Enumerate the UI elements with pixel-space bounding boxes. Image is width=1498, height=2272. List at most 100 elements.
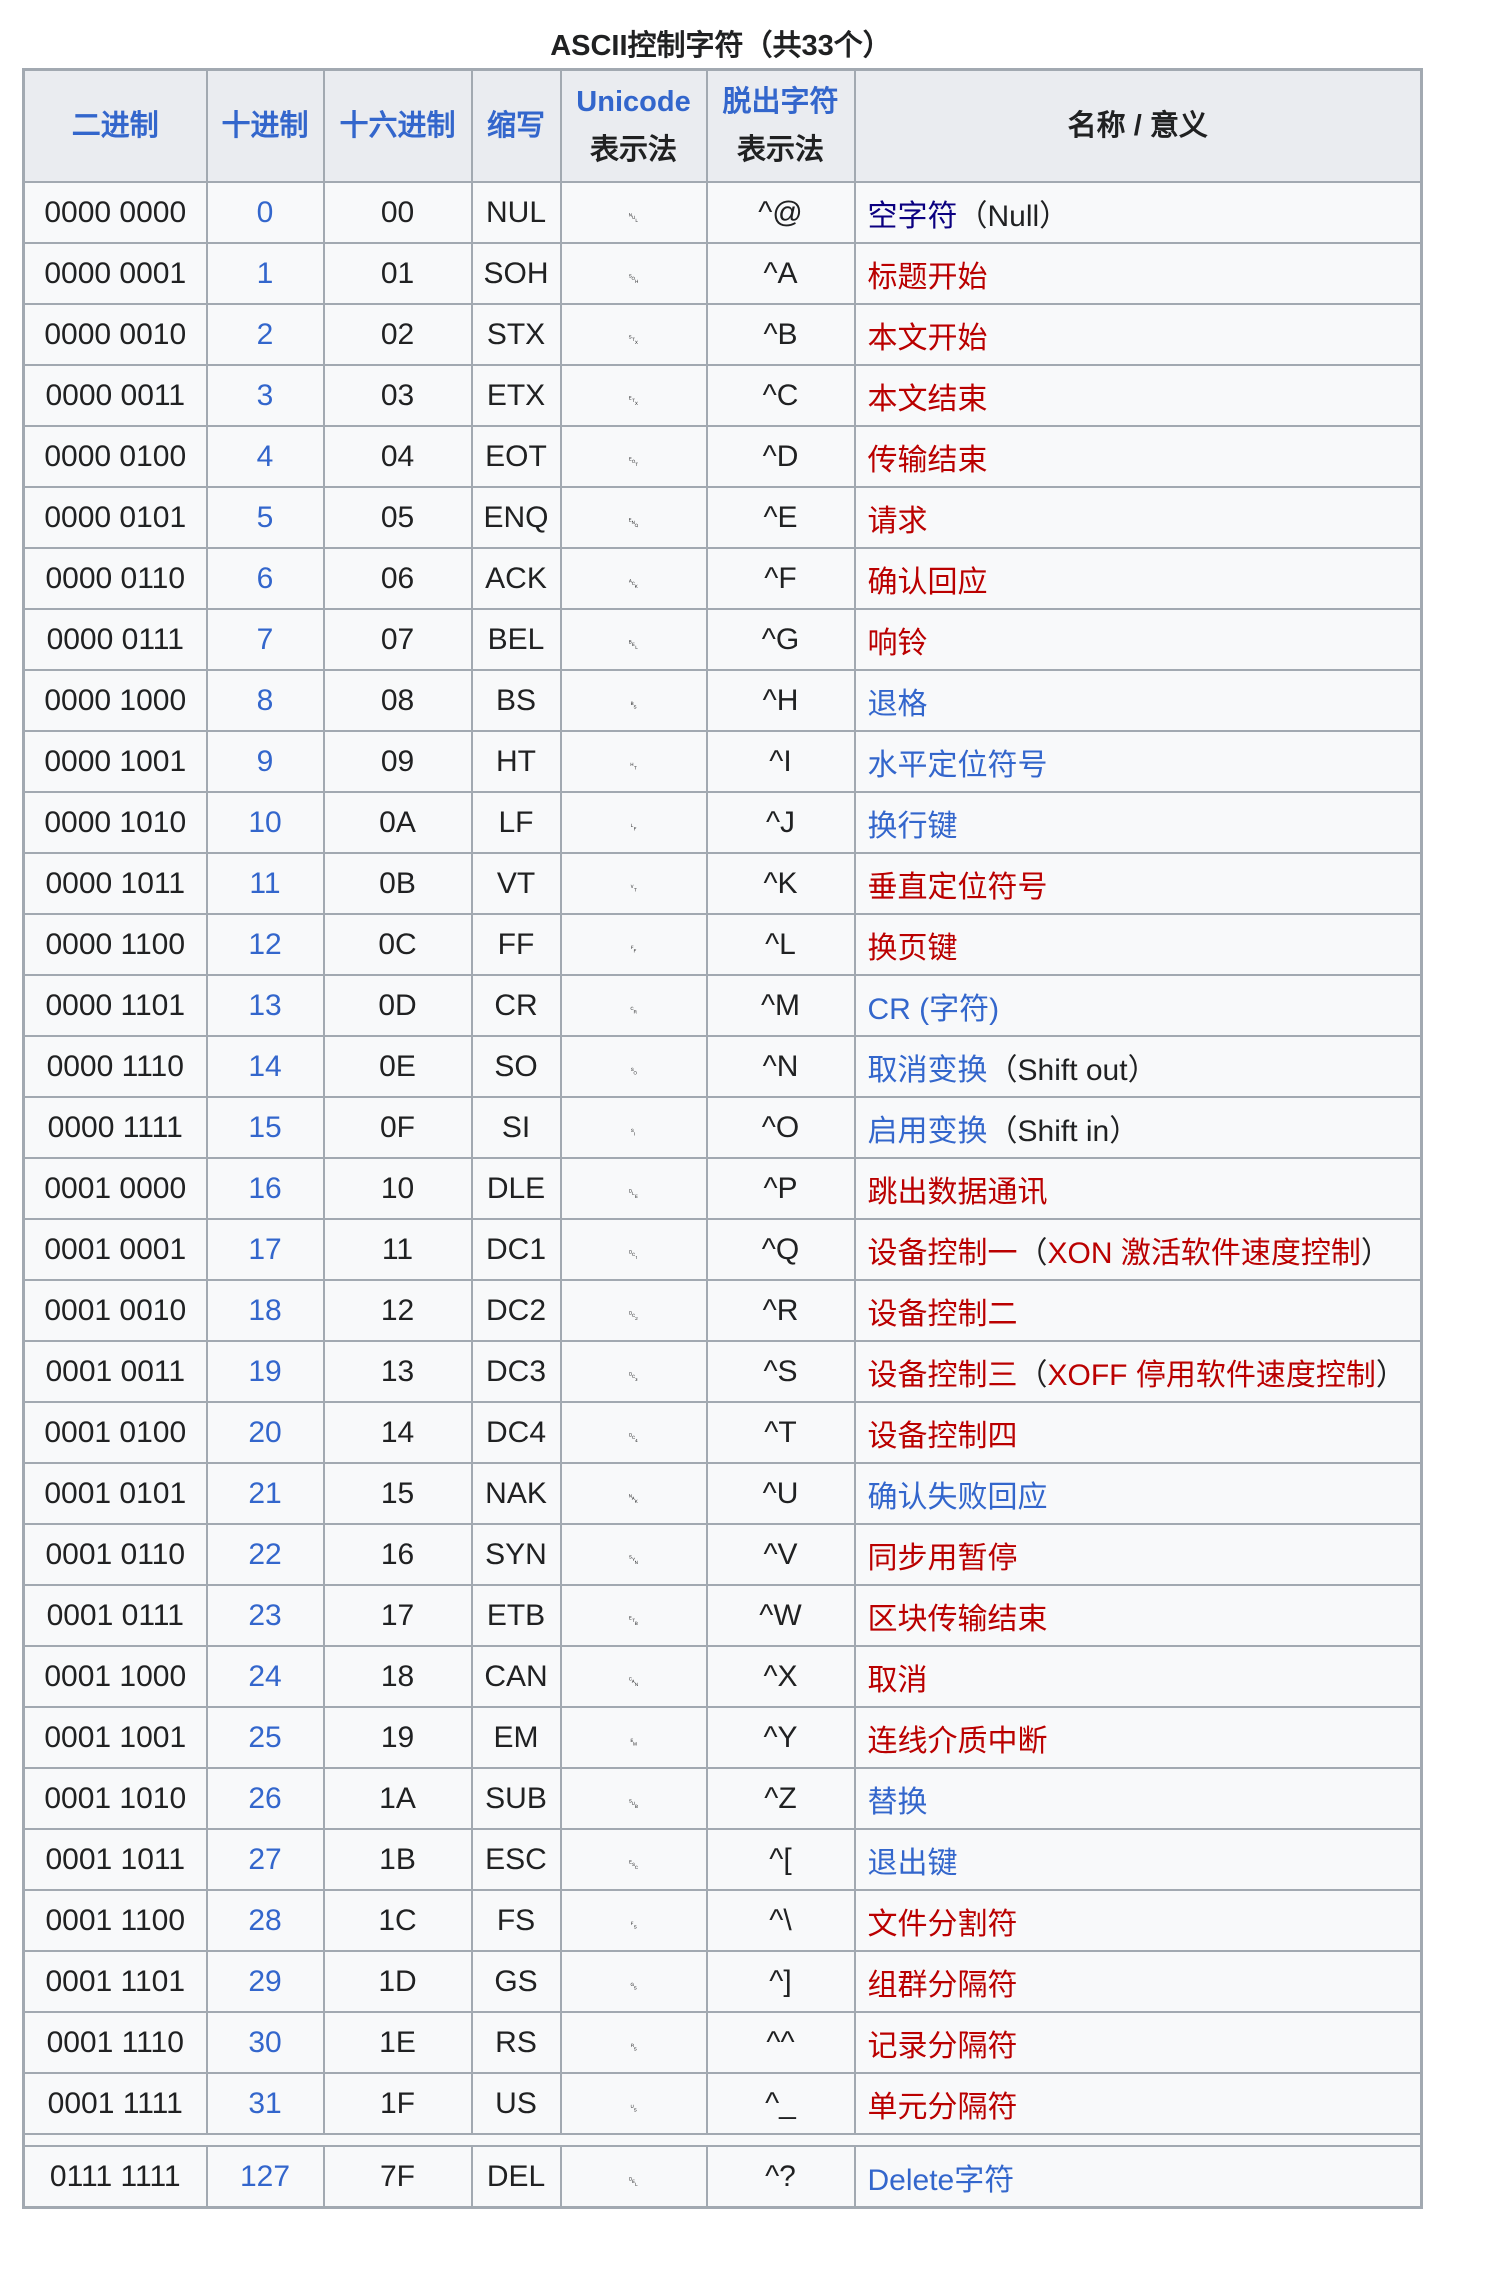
header-escape: 脱出字符 表示法 (705, 68, 856, 183)
binary-cell: 0000 0100 (22, 425, 208, 488)
decimal-link[interactable]: 17 (248, 1232, 282, 1266)
escape-cell: ^\ (705, 1889, 856, 1952)
name-link[interactable]: 区块传输结束 (867, 1602, 1048, 1636)
name-link[interactable]: 设备控制三 (867, 1358, 1018, 1392)
name-link[interactable]: 退格 (867, 687, 928, 721)
header-link[interactable]: Unicode (576, 86, 691, 118)
decimal-link[interactable]: 16 (248, 1171, 282, 1205)
header-link[interactable]: 缩写 (486, 110, 545, 142)
decimal-link[interactable]: 22 (248, 1537, 282, 1571)
binary-cell: 0000 0110 (22, 547, 208, 610)
decimal-link[interactable]: 9 (256, 744, 274, 778)
decimal-link[interactable]: 127 (239, 2159, 291, 2193)
name-link[interactable]: 启用变换 (867, 1114, 988, 1148)
decimal-link[interactable]: 12 (248, 927, 282, 961)
name-link[interactable]: 取消 (867, 1663, 928, 1697)
decimal-link[interactable]: 1 (256, 256, 274, 290)
name-link[interactable]: 文件分割符 (867, 1907, 1018, 1941)
name-link[interactable]: 连线介质中断 (867, 1724, 1048, 1758)
name-cell: 区块传输结束 (853, 1584, 1423, 1647)
escape-text: ^Z (764, 1781, 797, 1815)
decimal-link[interactable]: 26 (248, 1781, 282, 1815)
decimal-link[interactable]: 29 (248, 1964, 282, 1998)
decimal-link[interactable]: 3 (256, 378, 274, 412)
name-link[interactable]: 记录分隔符 (867, 2029, 1018, 2063)
decimal-link[interactable]: 7 (256, 622, 274, 656)
name-link[interactable]: 本文开始 (867, 321, 988, 355)
name-link[interactable]: 组群分隔符 (867, 1968, 1018, 2002)
decimal-link[interactable]: 28 (248, 1903, 282, 1937)
unicode-symbol-text: ␞ (628, 2040, 639, 2056)
name-link[interactable]: 确认失败回应 (867, 1480, 1048, 1514)
hex-text: 0E (379, 1049, 416, 1083)
decimal-link[interactable]: 19 (248, 1354, 282, 1388)
unicode-symbol-cell: ␎ (559, 1035, 708, 1098)
decimal-link[interactable]: 14 (248, 1049, 282, 1083)
decimal-link[interactable]: 6 (256, 561, 274, 595)
name-link[interactable]: 垂直定位符号 (867, 870, 1048, 904)
hex-text: 19 (380, 1720, 415, 1754)
name-link[interactable]: 设备控制二 (867, 1297, 1018, 1331)
decimal-link[interactable]: 8 (256, 683, 274, 717)
decimal-link[interactable]: 11 (249, 866, 281, 900)
name-link[interactable]: 请求 (867, 504, 928, 538)
table-row: 0000 1101 13 0D CR ␍ ^M CR (字符) (22, 974, 1423, 1037)
hex-text: 1C (378, 1903, 417, 1937)
decimal-link[interactable]: 23 (248, 1598, 282, 1632)
name-link[interactable]: 取消变换 (867, 1053, 988, 1087)
name-link[interactable]: 同步用暂停 (867, 1541, 1018, 1575)
hex-cell: 12 (322, 1279, 473, 1342)
name-cell: CR (字符) (853, 974, 1423, 1037)
name-link[interactable]: 传输结束 (867, 443, 988, 477)
name-link[interactable]: 本文结束 (867, 382, 988, 416)
decimal-link[interactable]: 20 (248, 1415, 282, 1449)
name-link[interactable]: 换行键 (867, 809, 958, 843)
header-link[interactable]: 二进制 (71, 110, 159, 142)
name-link[interactable]: 标题开始 (867, 260, 988, 294)
decimal-link[interactable]: 25 (248, 1720, 282, 1754)
name-link[interactable]: 单元分隔符 (867, 2090, 1018, 2124)
name-link[interactable]: XON 激活软件速度控制 (1047, 1236, 1361, 1270)
name-link[interactable]: 设备控制四 (867, 1419, 1018, 1453)
binary-text: 0000 0100 (44, 439, 187, 473)
decimal-link[interactable]: 2 (256, 317, 274, 351)
name-link[interactable]: XOFF 停用软件速度控制 (1047, 1358, 1376, 1392)
decimal-link[interactable]: 4 (256, 439, 274, 473)
hex-text: 1D (378, 1964, 417, 1998)
name-link[interactable]: 水平定位符号 (867, 748, 1048, 782)
name-link[interactable]: 确认回应 (867, 565, 988, 599)
decimal-link[interactable]: 24 (248, 1659, 282, 1693)
decimal-link[interactable]: 31 (248, 2086, 282, 2120)
hex-text: 0A (379, 805, 416, 839)
header-link[interactable]: 脱出字符 (722, 86, 839, 118)
name-link[interactable]: 响铃 (867, 626, 928, 660)
name-link[interactable]: 换页键 (867, 931, 958, 965)
binary-cell: 0000 0001 (22, 242, 208, 305)
binary-text: 0001 0011 (45, 1354, 186, 1388)
hex-text: 0F (379, 1110, 415, 1144)
name-link[interactable]: Delete字符 (867, 2163, 1015, 2197)
hex-cell: 19 (322, 1706, 473, 1769)
decimal-link[interactable]: 21 (248, 1476, 282, 1510)
decimal-link[interactable]: 30 (248, 2025, 282, 2059)
decimal-link[interactable]: 0 (256, 195, 274, 229)
decimal-link[interactable]: 18 (248, 1293, 282, 1327)
name-link[interactable]: 设备控制一 (867, 1236, 1018, 1270)
table-row: 0000 1011 11 0B VT ␋ ^K 垂直定位符号 (22, 852, 1423, 915)
name-cell: 传输结束 (853, 425, 1423, 488)
header-link[interactable]: 十六进制 (339, 110, 456, 142)
name-link[interactable]: 跳出数据通讯 (867, 1175, 1048, 1209)
name-link[interactable]: CR (字符) (867, 992, 1000, 1026)
decimal-link[interactable]: 5 (256, 500, 274, 534)
decimal-link[interactable]: 10 (248, 805, 282, 839)
table-row: 0000 0010 2 02 STX ␂ ^B 本文开始 (22, 303, 1423, 366)
name-link[interactable]: 空字符 (867, 199, 958, 233)
decimal-link[interactable]: 13 (248, 988, 282, 1022)
decimal-link[interactable]: 15 (248, 1110, 282, 1144)
hex-text: 00 (380, 195, 415, 229)
decimal-link[interactable]: 27 (248, 1842, 282, 1876)
header-link[interactable]: 十进制 (221, 110, 309, 142)
name-link[interactable]: 退出键 (867, 1846, 958, 1880)
hex-text: 02 (380, 317, 415, 351)
name-link[interactable]: 替换 (867, 1785, 928, 1819)
